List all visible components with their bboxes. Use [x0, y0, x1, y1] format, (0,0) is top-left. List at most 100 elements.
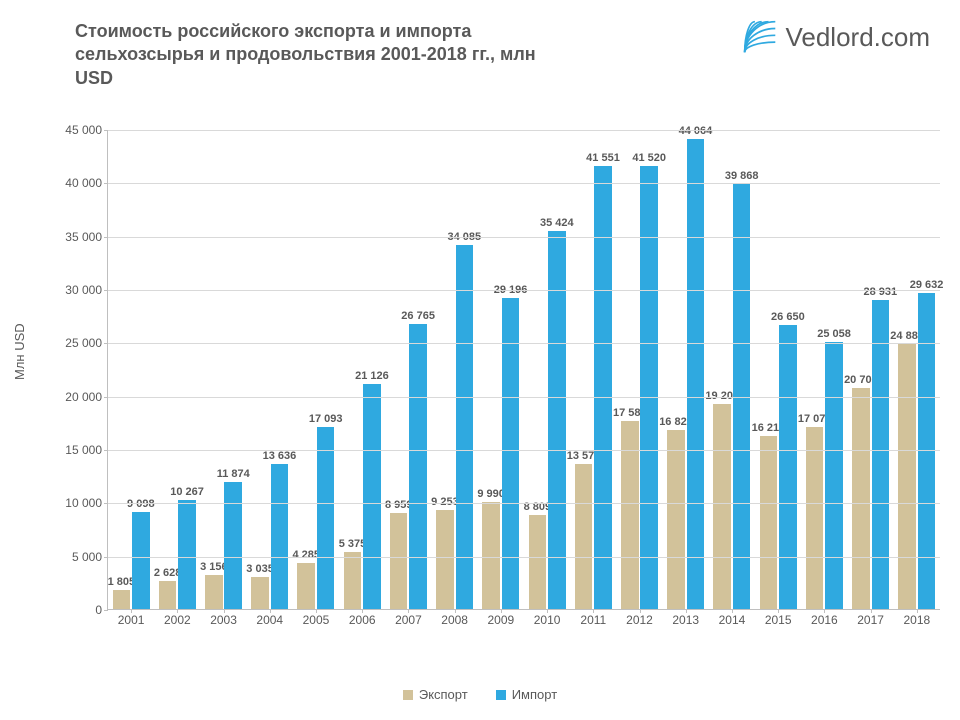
bar-import: 13 636	[271, 464, 289, 609]
bar-group: 17 58141 5202012	[616, 130, 662, 609]
x-tick-mark	[640, 609, 641, 613]
bar-import: 41 520	[640, 166, 658, 609]
bar-export: 2 628	[159, 581, 177, 609]
bar-import: 44 064	[687, 139, 705, 609]
bar-import: 9 098	[132, 512, 150, 609]
grid-line	[108, 183, 940, 184]
bar-label-import: 21 126	[354, 370, 389, 384]
bar-import: 11 874	[224, 482, 242, 609]
bar-label-import: 41 551	[585, 152, 620, 166]
bar-export: 13 579	[575, 464, 593, 609]
bar-group: 16 82644 0642013	[663, 130, 709, 609]
bar-group: 4 28517 0932005	[293, 130, 339, 609]
x-tick-mark	[917, 609, 918, 613]
header: Стоимость российского экспорта и импорта…	[75, 20, 930, 90]
x-tick-mark	[547, 609, 548, 613]
grid-line	[108, 450, 940, 451]
y-tick-label: 30 000	[65, 283, 108, 297]
bar-export: 4 285	[297, 563, 315, 609]
logo: Vedlord.com	[743, 20, 930, 54]
bar-label-import: 26 765	[401, 310, 436, 324]
y-tick-label: 40 000	[65, 176, 108, 190]
x-tick-mark	[270, 609, 271, 613]
bar-label-import: 25 058	[817, 328, 852, 342]
x-tick-mark	[501, 609, 502, 613]
x-tick-mark	[177, 609, 178, 613]
x-tick-mark	[686, 609, 687, 613]
x-tick-mark	[732, 609, 733, 613]
grid-line	[108, 237, 940, 238]
bar-group: 17 07425 0582016	[801, 130, 847, 609]
globe-icon	[743, 20, 777, 54]
bar-export: 8 959	[390, 513, 408, 609]
x-tick-mark	[131, 609, 132, 613]
bar-group: 9 25334 0852008	[432, 130, 478, 609]
legend-export: Экспорт	[403, 687, 468, 702]
bar-group: 1 8059 0982001	[108, 130, 154, 609]
y-tick-label: 25 000	[65, 336, 108, 350]
bar-label-import: 26 650	[770, 311, 805, 325]
bar-group: 2 62810 2672002	[154, 130, 200, 609]
x-tick-mark	[778, 609, 779, 613]
bar-label-import: 11 874	[216, 468, 251, 482]
x-tick-mark	[871, 609, 872, 613]
x-tick-mark	[593, 609, 594, 613]
chart-title: Стоимость российского экспорта и импорта…	[75, 20, 575, 90]
bar-group: 16 21526 6502015	[755, 130, 801, 609]
grid-line	[108, 290, 940, 291]
y-tick-label: 20 000	[65, 390, 108, 404]
bar-group: 3 03513 6362004	[247, 130, 293, 609]
grid-line	[108, 503, 940, 504]
bar-import: 25 058	[825, 342, 843, 609]
bar-group: 3 15611 8742003	[200, 130, 246, 609]
x-tick-mark	[362, 609, 363, 613]
bar-export: 24 885	[898, 344, 916, 609]
x-tick-mark	[408, 609, 409, 613]
bar-export: 5 375	[344, 552, 362, 609]
bar-label-import: 34 085	[447, 231, 482, 245]
x-tick-mark	[824, 609, 825, 613]
bar-label-import: 41 520	[632, 152, 667, 166]
bar-group: 20 70228 9312017	[848, 130, 894, 609]
bar-label-import: 17 093	[308, 413, 343, 427]
bar-export: 3 035	[251, 577, 269, 609]
bar-export: 8 809	[529, 515, 547, 609]
bar-label-import: 35 424	[539, 217, 574, 231]
bar-group: 5 37521 1262006	[339, 130, 385, 609]
bar-import: 34 085	[456, 245, 474, 609]
bar-label-import: 10 267	[169, 486, 204, 500]
y-tick-label: 45 000	[65, 123, 108, 137]
logo-text: Vedlord.com	[785, 22, 930, 53]
bars-container: 1 8059 09820012 62810 26720023 15611 874…	[108, 130, 940, 609]
grid-line	[108, 557, 940, 558]
chart-area: 1 8059 09820012 62810 26720023 15611 874…	[55, 130, 940, 630]
bar-import: 26 650	[779, 325, 797, 609]
bar-export: 9 253	[436, 510, 454, 609]
bar-export: 16 215	[760, 436, 778, 609]
bar-label-import: 28 931	[863, 286, 898, 300]
legend: Экспорт Импорт	[0, 687, 960, 702]
y-tick-label: 5 000	[72, 550, 108, 564]
bar-import: 41 551	[594, 166, 612, 609]
grid-line	[108, 397, 940, 398]
bar-group: 8 80935 4242010	[524, 130, 570, 609]
legend-swatch-import	[496, 690, 506, 700]
y-tick-label: 10 000	[65, 496, 108, 510]
legend-label-export: Экспорт	[419, 687, 468, 702]
bar-label-import: 39 868	[724, 170, 759, 184]
bar-label-import: 9 098	[123, 498, 158, 512]
bar-group: 9 99029 1962009	[478, 130, 524, 609]
bar-group: 24 88529 6322018	[894, 130, 940, 609]
legend-import: Импорт	[496, 687, 557, 702]
grid-line	[108, 343, 940, 344]
bar-import: 21 126	[363, 384, 381, 609]
bar-label-import: 13 636	[262, 450, 297, 464]
bar-import: 28 931	[872, 300, 890, 609]
x-tick-mark	[316, 609, 317, 613]
bar-export: 17 074	[806, 427, 824, 609]
x-tick-mark	[455, 609, 456, 613]
bar-label-import: 44 064	[678, 125, 713, 139]
bar-import: 26 765	[409, 324, 427, 609]
bar-export: 1 805	[113, 590, 131, 609]
bar-import: 17 093	[317, 427, 335, 609]
